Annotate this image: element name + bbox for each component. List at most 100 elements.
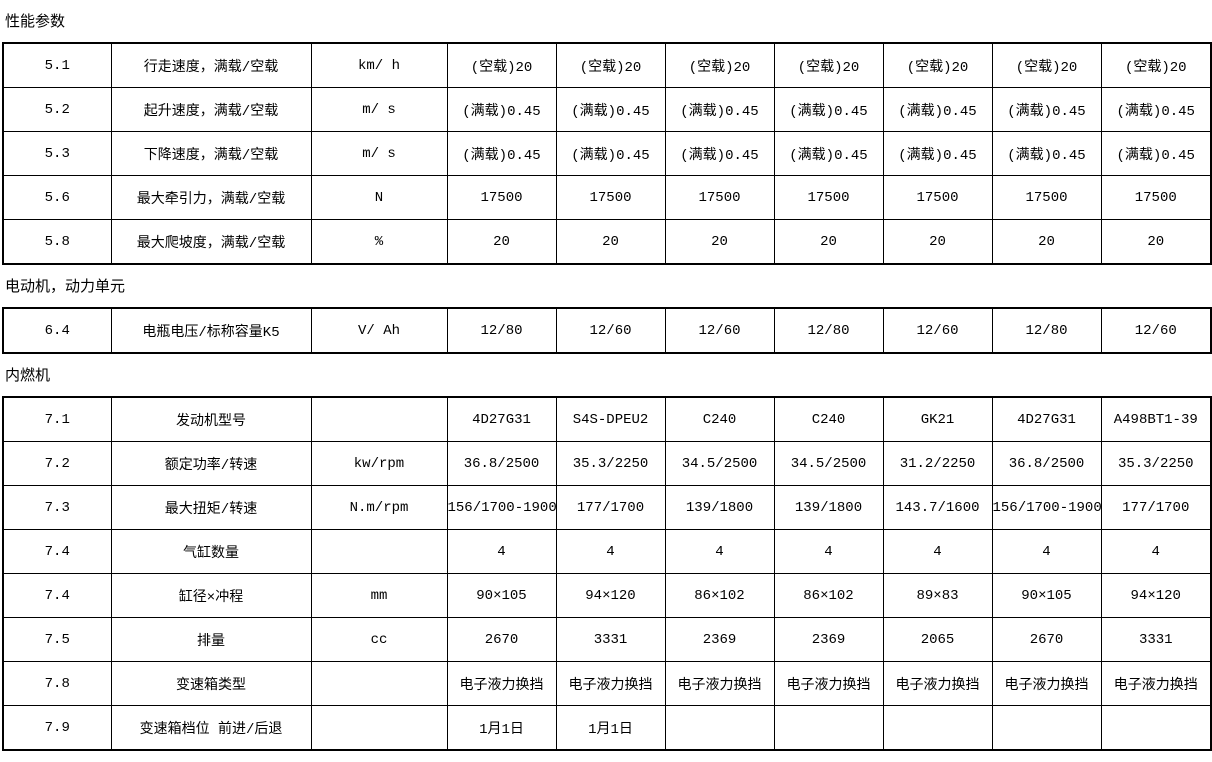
value-cell: (满载)0.45	[664, 131, 775, 176]
row-number-cell: 5.3	[2, 131, 112, 176]
param-name-cell: 最大牵引力，满载/空载	[110, 175, 312, 220]
value-cell	[773, 705, 884, 751]
param-name-cell: 起升速度，满载/空载	[110, 87, 312, 132]
value-cell: 86×102	[664, 573, 775, 618]
value-cell: 90×105	[991, 573, 1102, 618]
value-cell: (满载)0.45	[773, 131, 884, 176]
table-row: 5.6 最大牵引力，满载/空载 N 17500 17500 17500 17500 17500…	[2, 175, 1212, 220]
value-cell: 4	[555, 529, 666, 574]
table-row: 5.3 下降速度，满载/空载 m/ s (满载)0.45 (满载)0.45 (满载)0.4…	[2, 131, 1212, 176]
value-cell: 12/60	[882, 307, 993, 354]
value-cell: 177/1700	[1100, 485, 1212, 530]
unit-cell: km/ h	[310, 42, 448, 88]
spec-table: 6.4 电瓶电压/标称容量K5 V/ Ah 12/80 12/60 12/60 12/80 1…	[2, 307, 1212, 354]
row-number-cell: 7.3	[2, 485, 112, 530]
param-name-cell: 下降速度，满载/空载	[110, 131, 312, 176]
value-cell: 电子液力换挡	[555, 661, 666, 706]
value-cell: 90×105	[446, 573, 557, 618]
row-number-cell: 5.8	[2, 219, 112, 265]
value-cell	[882, 705, 993, 751]
value-cell: (满载)0.45	[991, 87, 1102, 132]
unit-cell	[310, 396, 448, 442]
value-cell: 4	[446, 529, 557, 574]
row-number-cell: 7.2	[2, 441, 112, 486]
value-cell: 17500	[446, 175, 557, 220]
value-cell: C240	[664, 396, 775, 442]
table-row: 7.8 变速箱类型 电子液力换挡 电子液力换挡 电子液力换挡 电子液力换挡 电子液力换挡 电子…	[2, 661, 1212, 706]
value-cell: 35.3/2250	[555, 441, 666, 486]
value-cell: 36.8/2500	[446, 441, 557, 486]
value-cell: GK21	[882, 396, 993, 442]
value-cell: 94×120	[555, 573, 666, 618]
value-cell: 12/60	[1100, 307, 1212, 354]
table-row: 5.2 起升速度，满载/空载 m/ s (满载)0.45 (满载)0.45 (满载)0.4…	[2, 87, 1212, 132]
unit-cell: N.m/rpm	[310, 485, 448, 530]
value-cell: 20	[882, 219, 993, 265]
value-cell: 17500	[882, 175, 993, 220]
section-title: 性能参数	[5, 14, 66, 31]
value-cell: (满载)0.45	[773, 87, 884, 132]
param-name-cell: 最大爬坡度，满载/空载	[110, 219, 312, 265]
value-cell: 3331	[555, 617, 666, 662]
value-cell: 20	[991, 219, 1102, 265]
value-cell: 156/1700-1900	[446, 485, 557, 530]
value-cell: (满载)0.45	[664, 87, 775, 132]
value-cell: 4	[882, 529, 993, 574]
param-name-cell: 变速箱档位 前进/后退	[110, 705, 312, 751]
row-number-cell: 7.4	[2, 573, 112, 618]
unit-cell: kw/rpm	[310, 441, 448, 486]
value-cell: 4	[664, 529, 775, 574]
spec-table: 5.1 行走速度，满载/空载 km/ h (空载)20 (空载)20 (空载)20 (空载)…	[2, 42, 1212, 265]
value-cell: 20	[555, 219, 666, 265]
value-cell: (空载)20	[1100, 42, 1212, 88]
value-cell: (满载)0.45	[991, 131, 1102, 176]
value-cell: 电子液力换挡	[1100, 661, 1212, 706]
value-cell: 电子液力换挡	[446, 661, 557, 706]
table-row: 5.1 行走速度，满载/空载 km/ h (空载)20 (空载)20 (空载)20 (空载)…	[2, 42, 1212, 88]
table-row: 7.4 缸径×冲程 mm 90×105 94×120 86×102 86×102 89×83 9…	[2, 573, 1212, 618]
value-cell: 12/60	[555, 307, 666, 354]
row-number-cell: 6.4	[2, 307, 112, 354]
value-cell: 86×102	[773, 573, 884, 618]
value-cell: 12/80	[991, 307, 1102, 354]
value-cell: (满载)0.45	[555, 87, 666, 132]
param-name-cell: 发动机型号	[110, 396, 312, 442]
value-cell: 20	[773, 219, 884, 265]
value-cell: 电子液力换挡	[773, 661, 884, 706]
value-cell: A498BT1-39	[1100, 396, 1212, 442]
value-cell: (空载)20	[555, 42, 666, 88]
value-cell: 1月1日	[555, 705, 666, 751]
value-cell: 2065	[882, 617, 993, 662]
value-cell: (满载)0.45	[882, 87, 993, 132]
unit-cell	[310, 661, 448, 706]
value-cell: 12/60	[664, 307, 775, 354]
value-cell: 2369	[664, 617, 775, 662]
table-row: 7.3 最大扭矩/转速 N.m/rpm 156/1700-1900 177/1700 13…	[2, 485, 1212, 530]
value-cell: 36.8/2500	[991, 441, 1102, 486]
value-cell	[664, 705, 775, 751]
unit-cell: N	[310, 175, 448, 220]
value-cell: 139/1800	[664, 485, 775, 530]
value-cell: 139/1800	[773, 485, 884, 530]
value-cell: 4	[991, 529, 1102, 574]
row-number-cell: 7.8	[2, 661, 112, 706]
value-cell: 2369	[773, 617, 884, 662]
unit-cell: cc	[310, 617, 448, 662]
value-cell: 12/80	[773, 307, 884, 354]
param-name-cell: 变速箱类型	[110, 661, 312, 706]
value-cell: 17500	[664, 175, 775, 220]
value-cell: C240	[773, 396, 884, 442]
value-cell: (空载)20	[773, 42, 884, 88]
value-cell: 电子液力换挡	[664, 661, 775, 706]
row-number-cell: 5.6	[2, 175, 112, 220]
value-cell: (满载)0.45	[446, 87, 557, 132]
value-cell: (满载)0.45	[1100, 87, 1212, 132]
unit-cell: V/ Ah	[310, 307, 448, 354]
value-cell: 94×120	[1100, 573, 1212, 618]
row-number-cell: 7.5	[2, 617, 112, 662]
value-cell: 17500	[555, 175, 666, 220]
table-row: 6.4 电瓶电压/标称容量K5 V/ Ah 12/80 12/60 12/60 12/80 1…	[2, 307, 1212, 354]
value-cell: 17500	[1100, 175, 1212, 220]
value-cell: 电子液力换挡	[991, 661, 1102, 706]
value-cell: (满载)0.45	[555, 131, 666, 176]
